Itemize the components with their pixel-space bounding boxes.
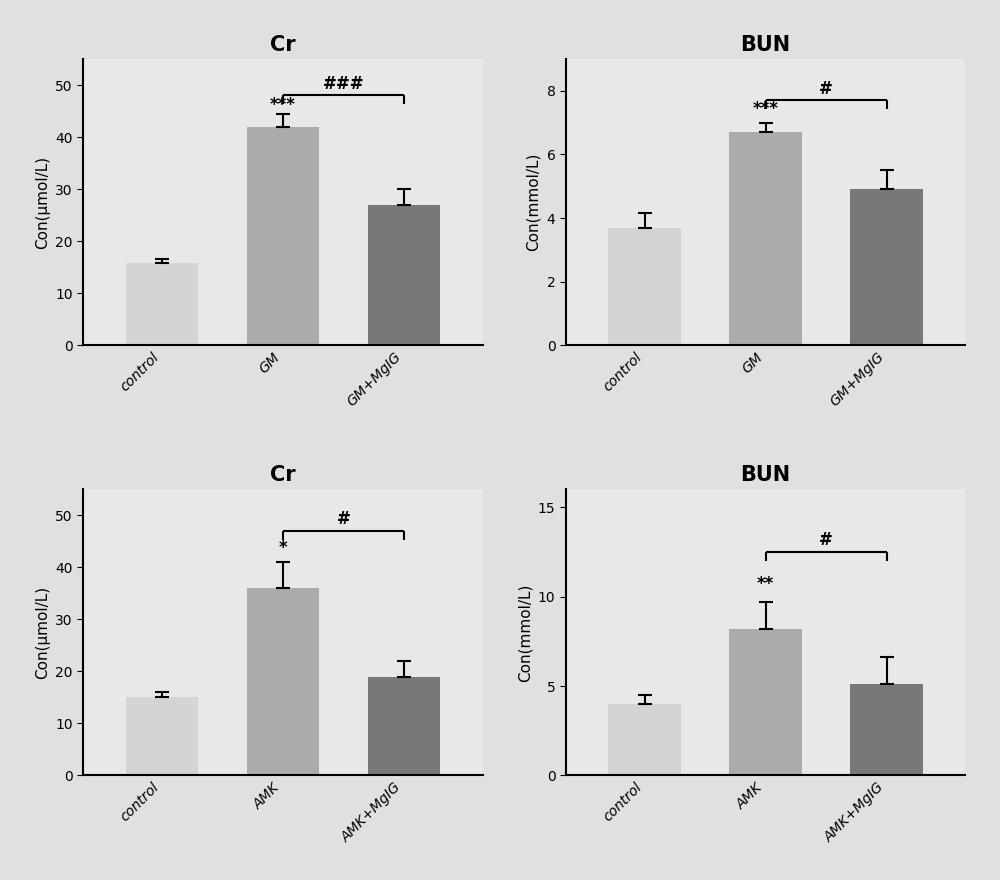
Bar bbox=[729, 132, 802, 345]
Text: ***: *** bbox=[270, 96, 296, 114]
Text: ***: *** bbox=[753, 99, 779, 118]
Bar bbox=[368, 677, 440, 775]
Bar bbox=[608, 704, 681, 775]
Y-axis label: Con(mmol/L): Con(mmol/L) bbox=[517, 583, 532, 682]
Title: Cr: Cr bbox=[270, 465, 296, 485]
Bar bbox=[850, 685, 923, 775]
Text: *: * bbox=[279, 539, 287, 557]
Text: **: ** bbox=[757, 575, 774, 593]
Text: ###: ### bbox=[323, 75, 364, 92]
Bar bbox=[247, 127, 319, 345]
Text: #: # bbox=[337, 510, 350, 528]
Text: #: # bbox=[819, 531, 833, 549]
Bar bbox=[126, 263, 198, 345]
Bar bbox=[850, 189, 923, 345]
Y-axis label: Con(mmol/L): Con(mmol/L) bbox=[526, 153, 541, 252]
Title: BUN: BUN bbox=[741, 465, 791, 485]
Title: BUN: BUN bbox=[741, 34, 791, 55]
Bar bbox=[368, 205, 440, 345]
Bar bbox=[126, 698, 198, 775]
Text: #: # bbox=[819, 79, 833, 98]
Y-axis label: Con(μmol/L): Con(μmol/L) bbox=[35, 156, 50, 249]
Bar bbox=[729, 629, 802, 775]
Bar bbox=[608, 228, 681, 345]
Title: Cr: Cr bbox=[270, 34, 296, 55]
Y-axis label: Con(μmol/L): Con(μmol/L) bbox=[35, 586, 50, 679]
Bar bbox=[247, 588, 319, 775]
